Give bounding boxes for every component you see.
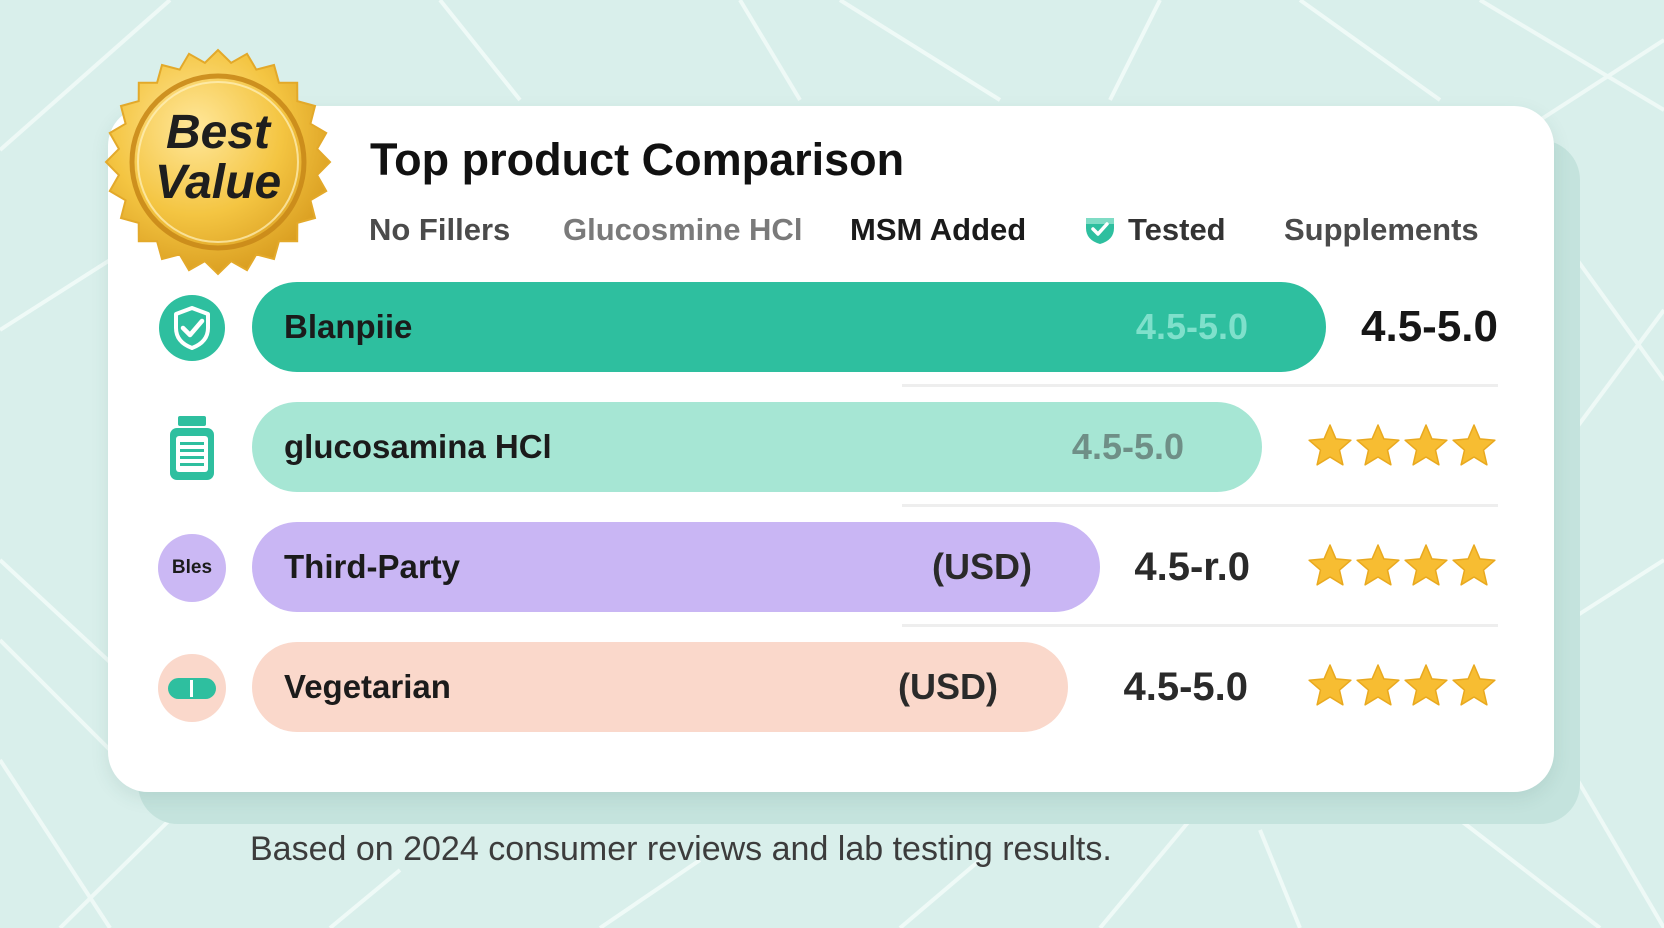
star-icon [1308, 664, 1352, 706]
tag-no-fillers: No Fillers [369, 212, 511, 247]
best-value-seal [104, 48, 332, 276]
outside-value-3: 4.5-r.0 [1134, 545, 1250, 589]
bar-3 [252, 522, 1100, 612]
tag-supplements: Supplements [1284, 212, 1479, 247]
star-icon [1452, 664, 1496, 706]
tag-msm-added: MSM Added [850, 212, 1027, 247]
star-icon [1404, 664, 1448, 706]
bar-label-4: Vegetarian [284, 668, 451, 705]
badge-line-1: Best [165, 106, 271, 159]
bar-value-3: (USD) [932, 546, 1032, 587]
bar-label-2: glucosamina HCl [284, 428, 552, 465]
bar-label-1: Blanpiie [284, 308, 413, 345]
outside-value-4: 4.5-5.0 [1123, 665, 1248, 709]
star-rating-4 [1308, 664, 1496, 706]
star-icon [1452, 544, 1496, 586]
star-icon [1356, 424, 1400, 466]
bar-value-1: 4.5-5.0 [1135, 306, 1248, 347]
shield-check-icon [1086, 218, 1114, 244]
star-icon [1308, 544, 1352, 586]
star-icon [1452, 424, 1496, 466]
bar-label-3: Third-Party [284, 548, 461, 585]
tag-tested: Tested [1128, 212, 1226, 247]
star-rating-3 [1308, 544, 1496, 586]
capsule-icon [158, 654, 226, 722]
feature-tags: No Fillers Glucosmine HCl MSM Added Test… [0, 208, 1664, 252]
chart-title: Top product Comparison [370, 134, 905, 185]
supplement-bottle-icon [170, 416, 214, 480]
brand-logo-icon: Bles [158, 534, 226, 602]
outside-value-1: 4.5-5.0 [1361, 302, 1498, 351]
star-rating-2 [1308, 424, 1496, 466]
star-icon [1404, 544, 1448, 586]
bar-2 [252, 402, 1262, 492]
star-icon [1356, 544, 1400, 586]
badge-line-2: Value [154, 156, 282, 209]
row-divider [902, 384, 1498, 387]
star-icon [1404, 424, 1448, 466]
row-divider [902, 624, 1498, 627]
check-circle-icon [159, 295, 225, 361]
row-divider [902, 504, 1498, 507]
bar-value-2: 4.5-5.0 [1071, 426, 1184, 467]
bar-4 [252, 642, 1068, 732]
best-value-badge: Best Value [96, 108, 340, 208]
footnote: Based on 2024 consumer reviews and lab t… [250, 830, 1112, 868]
star-icon [1308, 424, 1352, 466]
star-icon [1356, 664, 1400, 706]
bar-value-4: (USD) [898, 666, 998, 707]
bar-1 [252, 282, 1326, 372]
brand-logo-text: Bles [171, 557, 213, 578]
tag-glucosamine: Glucosmine HCl [563, 212, 803, 247]
